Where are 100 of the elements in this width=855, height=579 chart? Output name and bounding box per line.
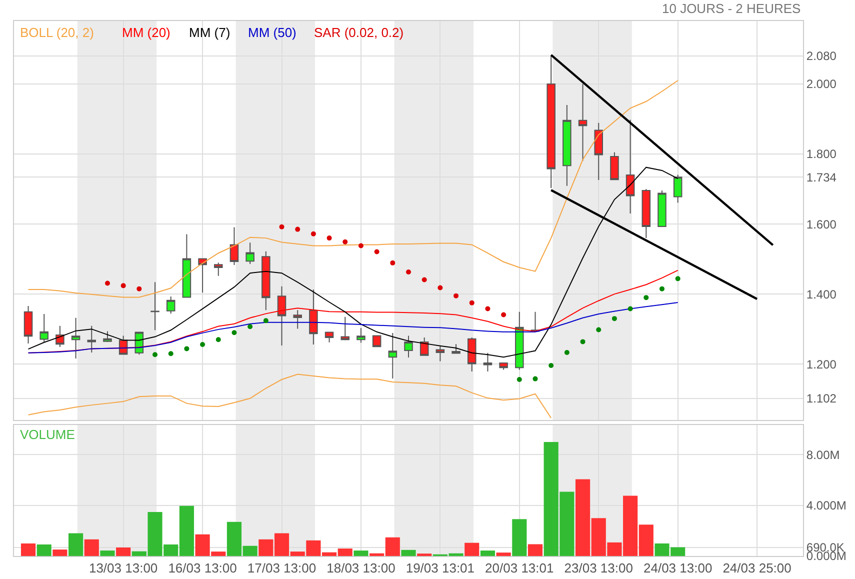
candlestick (24, 305, 33, 344)
candlestick (150, 282, 160, 331)
y-tick-label: 4.000M (806, 498, 846, 512)
chart-title: VOLUME (20, 427, 76, 442)
candlestick (483, 352, 492, 372)
bar (401, 550, 416, 556)
y-tick-label: 1.400 (806, 287, 837, 302)
x-tick-label: 16/03 13:00 (168, 560, 237, 576)
point (104, 280, 110, 286)
point (612, 316, 617, 322)
y-tick-label: 2.080 (806, 49, 837, 64)
point (310, 231, 316, 236)
x-tick-label: 17/03 13:00 (247, 560, 316, 576)
point (390, 260, 396, 266)
point (675, 276, 680, 282)
candlestick (198, 258, 207, 294)
point (136, 286, 142, 292)
point (358, 243, 364, 248)
candlestick (230, 226, 239, 266)
y-tick-label: 1.800 (806, 147, 837, 162)
candlestick (578, 84, 588, 162)
candlestick (214, 262, 223, 276)
y-tick-label: 1.200 (806, 357, 837, 372)
bar (528, 544, 543, 556)
bar (52, 550, 68, 556)
candlestick (626, 119, 635, 214)
point (120, 283, 126, 288)
candlestick (642, 188, 651, 239)
point (644, 295, 649, 300)
candlestick (309, 289, 318, 345)
chart-subtitle: 10 JOURS - 2 HEURES (662, 1, 802, 16)
candlestick (515, 311, 524, 370)
point (548, 362, 554, 368)
point (168, 351, 174, 356)
candlestick (388, 332, 398, 379)
y-tick-label: 2.000 (806, 77, 837, 92)
x-tick-label: 19/03 13:01 (406, 560, 475, 576)
candlestick (246, 242, 254, 264)
point (232, 330, 237, 336)
text: MM (50) (248, 25, 296, 40)
point (326, 236, 332, 241)
point (263, 318, 268, 324)
point (454, 293, 459, 298)
text: MM (20) (122, 25, 170, 40)
point (438, 285, 443, 290)
point (422, 277, 427, 282)
text: BOLL (20, 2) (20, 25, 94, 40)
candlestick (610, 152, 619, 180)
point (564, 350, 570, 356)
text: SAR (0.02, 0.2) (314, 25, 404, 40)
candlestick (372, 335, 382, 348)
y-tick-label: 8.00M (806, 448, 840, 462)
x-tick-label: 18/03 13:00 (326, 560, 396, 576)
candlestick (277, 286, 286, 346)
bar (68, 533, 84, 556)
line-series (28, 374, 552, 419)
bar (36, 544, 52, 556)
line-series (28, 80, 678, 298)
bar (20, 543, 36, 556)
point (580, 339, 586, 344)
candlestick (103, 330, 112, 343)
x-tick-label: 23/03 13:00 (564, 560, 633, 576)
candlestick (87, 325, 96, 354)
candlestick (40, 314, 48, 343)
candlestick (673, 174, 682, 204)
candlestick (594, 122, 603, 180)
candlestick (658, 190, 666, 228)
point (216, 337, 221, 342)
point (342, 239, 348, 244)
point (200, 342, 206, 347)
point (659, 286, 664, 292)
x-tick-label: 24/03 13:00 (643, 560, 712, 576)
candlestick (71, 317, 80, 359)
point (469, 300, 474, 306)
bar (354, 550, 368, 556)
candlestick (293, 310, 302, 330)
candlestick (182, 234, 192, 298)
bar (116, 548, 131, 556)
x-tick-label: 13/03 13:00 (88, 560, 158, 576)
candlestick (262, 250, 270, 311)
point (295, 226, 300, 232)
point (152, 352, 158, 358)
candlestick (467, 336, 476, 372)
candlestick (499, 362, 508, 370)
candlestick (452, 344, 460, 354)
point (628, 306, 633, 312)
candlestick (324, 332, 334, 343)
point (406, 270, 411, 275)
y-tick-label: 1.600 (806, 217, 837, 232)
line-series (28, 302, 678, 354)
x-tick-label: 20/03 13:01 (485, 560, 554, 576)
point (279, 224, 284, 230)
candlestick (562, 104, 572, 186)
bar (496, 552, 511, 556)
candlestick (546, 56, 556, 188)
point (596, 327, 602, 332)
text: MM (7) (189, 25, 230, 40)
bar (100, 550, 115, 556)
candlestick (420, 336, 429, 356)
x-tick-label: 24/03 25:00 (722, 560, 792, 576)
